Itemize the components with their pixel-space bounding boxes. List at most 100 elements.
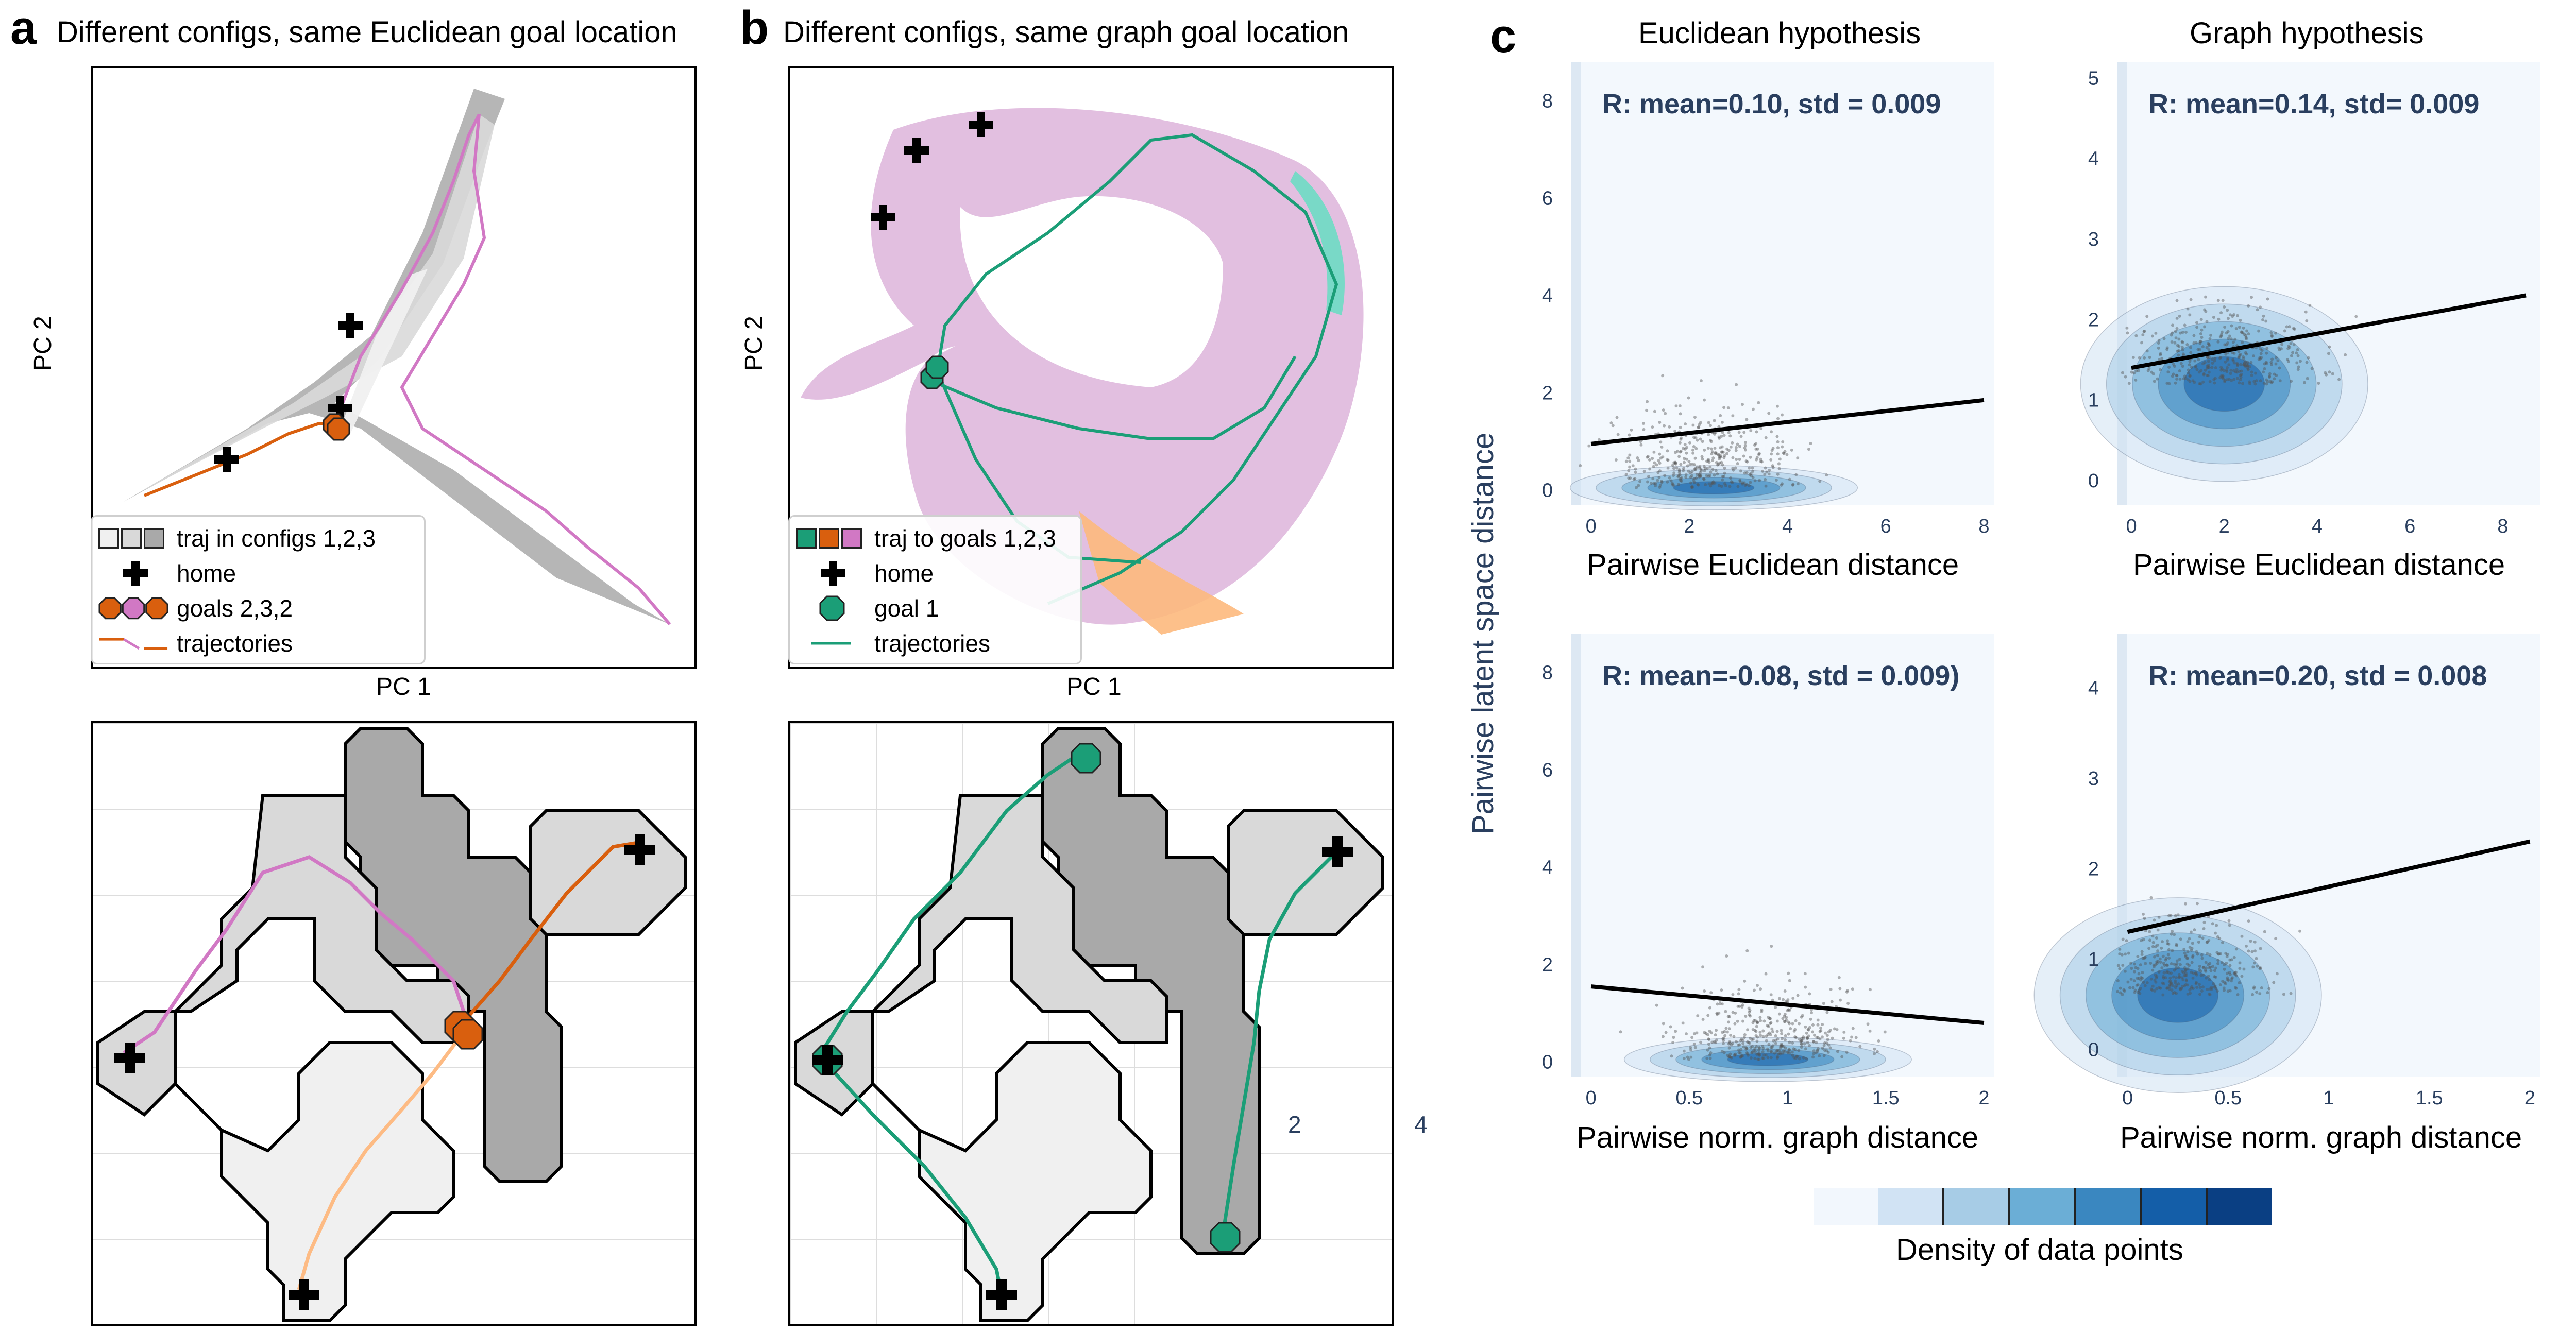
scatter-point	[1786, 1050, 1789, 1054]
pca-b-ylabel: PC 2	[740, 316, 768, 371]
scatter-point	[1821, 1047, 1824, 1050]
scatter-point	[2225, 378, 2229, 382]
scatter-point	[2255, 991, 2259, 994]
scatter-point	[2225, 961, 2228, 965]
scatter-point	[1769, 993, 1773, 997]
scatter-point	[1683, 443, 1687, 447]
scatter-point	[1731, 414, 1735, 418]
scatter-point	[1826, 1050, 1830, 1054]
scatter-point	[2233, 337, 2237, 341]
scatter-point	[1810, 1011, 1814, 1015]
scatter-point	[2228, 334, 2232, 338]
scatter-point	[2167, 365, 2171, 369]
scatter-point	[1727, 1054, 1731, 1058]
scatter-point	[2206, 364, 2209, 368]
scatter-point	[1701, 1017, 1705, 1021]
scatter-point	[2180, 984, 2184, 988]
scatter-point	[2136, 983, 2140, 987]
scatter-point	[2296, 354, 2300, 357]
x-tick-label: 1	[1782, 1087, 1793, 1109]
scatter-point	[1747, 1040, 1751, 1044]
scatter-point	[2285, 325, 2289, 329]
scatter-point	[1758, 1046, 1761, 1050]
scatter-point	[2184, 983, 2188, 986]
scatter-point	[2250, 950, 2254, 953]
scatter-point	[2130, 967, 2133, 970]
scatter-point	[1689, 481, 1693, 485]
scatter-point	[1639, 443, 1643, 447]
scatter-point	[1713, 481, 1717, 485]
scatter-point	[1718, 455, 1721, 459]
scatter-point	[2296, 368, 2300, 371]
scatter-point	[1745, 483, 1749, 486]
scatter-point	[2153, 978, 2157, 982]
scatter-point	[2171, 949, 2174, 952]
scatter-point	[2270, 335, 2274, 338]
scatter-point	[2162, 971, 2166, 975]
scatter-point	[2202, 920, 2206, 924]
scatter-point	[1776, 1055, 1780, 1058]
scatter-point	[1699, 474, 1703, 477]
scatter-point	[1734, 466, 1737, 470]
scatter-point	[2210, 987, 2214, 991]
home-marker-a1	[338, 313, 363, 338]
scatter-point	[2240, 934, 2244, 938]
scatter-point	[1750, 474, 1753, 477]
scatter-point	[2151, 934, 2155, 938]
scatter-point	[1672, 484, 1675, 487]
scatter-point	[2148, 938, 2151, 942]
scatter-point	[2186, 983, 2190, 987]
scatter-point	[1718, 461, 1722, 465]
scatter-point	[1658, 462, 1662, 465]
scatter-point	[1671, 483, 1674, 486]
scatter-point	[1770, 452, 1773, 456]
scatter-point	[2165, 964, 2169, 967]
scatter-point	[2179, 331, 2182, 335]
scatter-point	[1739, 435, 1743, 438]
y-tick-label: 3	[2088, 768, 2099, 790]
scatter-point	[2167, 971, 2171, 975]
scatter-point	[2243, 333, 2246, 336]
maze-b-trajectory-2	[820, 1056, 1004, 1295]
scatter-point	[2255, 957, 2258, 960]
scatter-point	[2219, 334, 2223, 338]
scatter-point	[1631, 464, 1635, 468]
scatter-point	[1723, 471, 1726, 475]
scatter-point	[1760, 1008, 1764, 1012]
scatter-point	[2218, 936, 2222, 940]
scatter-point	[1793, 1028, 1797, 1031]
scatter-point	[2275, 356, 2278, 360]
scatter-point	[2189, 930, 2193, 934]
scatter-point	[1731, 441, 1734, 445]
scatter-point	[2125, 326, 2129, 330]
scatter-point	[2174, 336, 2178, 340]
scatter-point	[1628, 465, 1632, 469]
scatter-point	[2140, 938, 2143, 942]
scatter-point	[2151, 968, 2155, 972]
legend-b-trajectories: trajectories	[790, 628, 990, 659]
scatter-point	[1694, 447, 1698, 450]
y-tick-label: 6	[1542, 188, 1553, 210]
scatter-point	[1754, 1034, 1758, 1037]
scatter-point	[1769, 1046, 1773, 1049]
scatter-point	[2249, 361, 2253, 364]
scatter-point	[1666, 466, 1670, 470]
scatter-point	[1679, 412, 1682, 416]
scatter-point	[1780, 1042, 1783, 1046]
scatter-point	[2121, 937, 2125, 941]
scatter-point	[1677, 474, 1681, 477]
scatter-point	[1683, 447, 1687, 451]
scatter-point	[1744, 459, 1748, 463]
scatter-point	[2185, 343, 2189, 346]
scatter-point	[2198, 341, 2202, 345]
scatter-point	[1692, 476, 1696, 480]
scatter-point	[1868, 1029, 1872, 1033]
scatter-point	[1765, 1039, 1768, 1043]
scatter-point	[2216, 962, 2220, 965]
scatter-point	[1681, 986, 1684, 990]
scatter-point	[2182, 353, 2185, 357]
scatter-point	[1751, 1021, 1755, 1024]
scatter-point	[1652, 450, 1656, 454]
scatter-point	[1683, 460, 1686, 464]
scatter-point	[2259, 357, 2262, 361]
